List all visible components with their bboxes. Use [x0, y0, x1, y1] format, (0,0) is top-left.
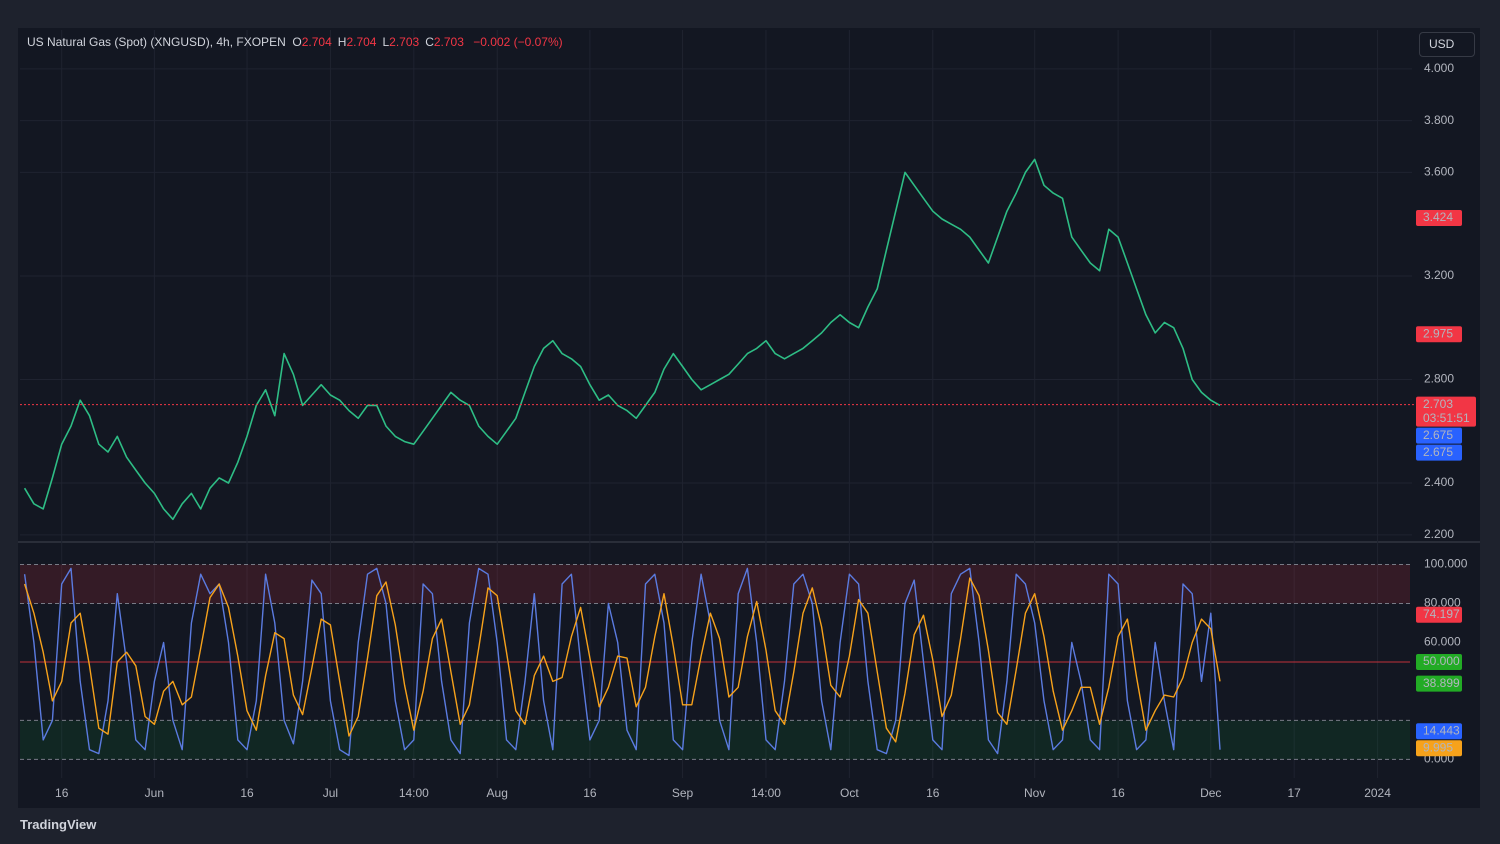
x-tick-label: Oct — [840, 786, 859, 800]
series-line — [23, 158, 1221, 521]
ohlc-value: 2.704 — [301, 35, 332, 49]
y-tick-label: 100.000 — [1424, 557, 1468, 571]
y-tick-label: 2.200 — [1424, 527, 1454, 541]
price-badge — [1416, 396, 1476, 427]
y-tick-label: 3.800 — [1424, 113, 1454, 127]
ohlc-value: 2.703 — [389, 35, 420, 49]
price-badge-label: 3.424 — [1423, 210, 1453, 224]
price-badge-label: 2.675 — [1423, 428, 1453, 442]
price-badge — [1416, 427, 1462, 444]
ohlc: O2.704 H2.704 L2.703 C2.703 — [292, 35, 470, 49]
symbol-header: US Natural Gas (Spot) (XNGUSD), 4h, FXOP… — [27, 35, 569, 49]
brand: TradingView — [20, 817, 97, 832]
ohlc-key: C — [425, 35, 434, 49]
series-line — [23, 577, 1221, 743]
y-tick-label: 60.000 — [1424, 635, 1461, 649]
symbol: US Natural Gas (Spot) (XNGUSD), 4h, FXOP… — [27, 35, 286, 49]
x-tick-label: 2024 — [1364, 786, 1391, 800]
y-tick-label: 4.000 — [1424, 61, 1454, 75]
price-badge-label: 2.675 — [1423, 445, 1453, 459]
x-tick-label: 14:00 — [751, 786, 781, 800]
ohlc-value: 2.704 — [346, 35, 377, 49]
x-tick-label: 16 — [926, 786, 940, 800]
price-badge-label: 2.703 — [1423, 397, 1453, 411]
x-tick-label: Sep — [672, 786, 694, 800]
price-badge — [1416, 209, 1462, 226]
price-badge-label: 2.975 — [1423, 326, 1453, 340]
price-badge-label: 50.000 — [1423, 654, 1460, 668]
y-tick-label: 3.200 — [1424, 268, 1454, 282]
y-tick-label: 80.000 — [1424, 596, 1461, 610]
x-tick-label: 17 — [1287, 786, 1301, 800]
countdown: 03:51:51 — [1423, 411, 1470, 425]
x-tick-label: 16 — [240, 786, 254, 800]
x-tick-label: 14:00 — [399, 786, 429, 800]
price-badge — [1416, 606, 1462, 623]
x-tick-label: Jul — [323, 786, 338, 800]
y-tick-label: 3.600 — [1424, 165, 1454, 179]
x-tick-label: Jun — [145, 786, 164, 800]
price-badge-label: 9.995 — [1423, 740, 1453, 754]
ohlc-key: L — [382, 35, 390, 49]
x-tick-label: Dec — [1200, 786, 1221, 800]
x-tick-label: Aug — [487, 786, 508, 800]
price-badge — [1416, 740, 1462, 757]
currency-button[interactable]: USD — [1419, 32, 1475, 57]
chart-frame — [18, 28, 1480, 808]
x-tick-label: 16 — [55, 786, 69, 800]
zone-band — [20, 564, 1410, 604]
price-badge — [1416, 723, 1462, 740]
y-tick-label: 2.800 — [1424, 372, 1454, 386]
price-badge — [1416, 326, 1462, 343]
price-badge-label: 14.443 — [1423, 723, 1460, 737]
zone-band — [20, 720, 1410, 760]
change: −0.002 (−0.07%) — [473, 35, 563, 49]
price-badge-label: 74.197 — [1423, 607, 1460, 621]
ohlc-key: O — [292, 35, 302, 49]
price-badge — [1416, 444, 1462, 461]
x-tick-label: Nov — [1024, 786, 1045, 800]
series-line — [23, 567, 1221, 757]
ohlc-value: 2.703 — [433, 35, 464, 49]
price-badge — [1416, 653, 1462, 670]
x-tick-label: 16 — [1111, 786, 1125, 800]
x-tick-label: 16 — [583, 786, 597, 800]
price-badge — [1416, 675, 1462, 692]
y-tick-label: 2.400 — [1424, 475, 1454, 489]
price-badge-label: 38.899 — [1423, 676, 1460, 690]
ohlc-key: H — [337, 35, 347, 49]
